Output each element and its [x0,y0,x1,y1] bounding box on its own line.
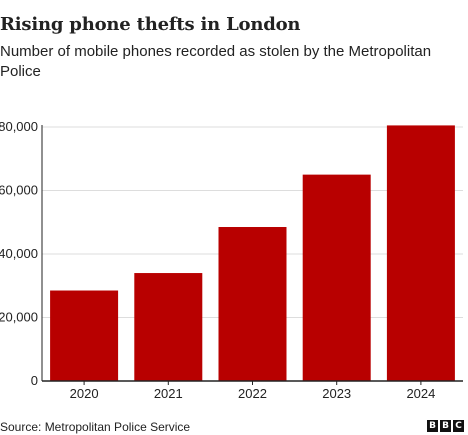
bar-2021 [134,273,203,381]
y-tick-label-1: 20,000 [0,310,38,325]
bar-2020 [50,290,119,381]
bar-2023 [302,174,371,381]
y-tick-label-0: 0 [31,373,38,388]
y-tick-label-3: 60,000 [0,183,38,198]
x-tick-label-2020: 2020 [70,386,99,401]
x-tick-label-2024: 2024 [406,386,435,401]
chart-title: Rising phone thefts in London [0,14,301,35]
footer: Source: Metropolitan Police Service B B … [0,418,468,435]
logo-letter-b2: B [440,420,451,432]
bar-2022 [218,227,287,381]
y-tick-label-2: 40,000 [0,246,38,261]
source-note: Source: Metropolitan Police Service [0,420,191,434]
bbc-logo: B B C [427,420,464,432]
x-tick-label-2022: 2022 [238,386,267,401]
logo-letter-b1: B [427,420,438,432]
x-tick-label-2023: 2023 [322,386,351,401]
logo-letter-c: C [453,420,464,432]
x-tick-label-2021: 2021 [154,386,183,401]
bar-2024 [386,125,455,381]
chart-subtitle: Number of mobile phones recorded as stol… [0,43,432,80]
y-tick-label-4: 80,000 [0,119,38,134]
